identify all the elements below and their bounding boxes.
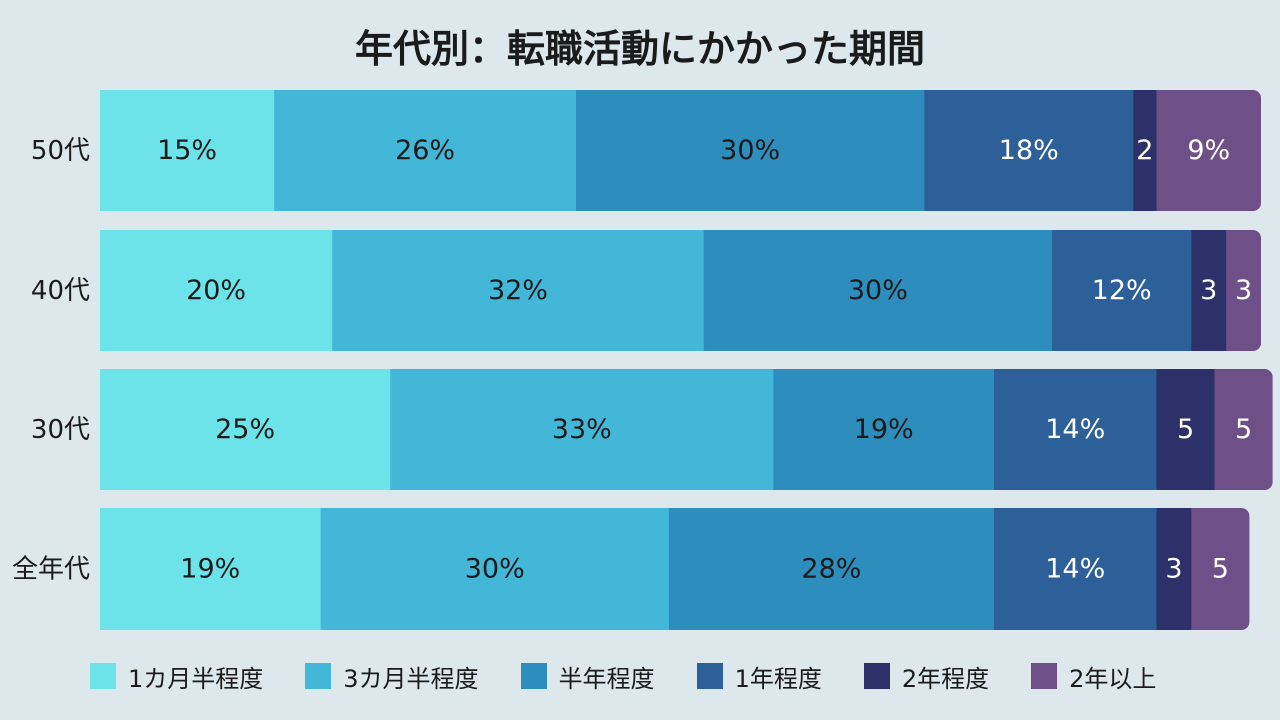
data-label-50代-1年程度: 18% [999,135,1059,166]
bar-segment-全年代-2年程度 [1156,508,1192,630]
bar-segment-30代-2年以上 [1214,369,1273,490]
bar-segment-全年代-1カ月半程度 [100,508,322,630]
bar-segment-30代-3カ月半程度 [390,369,774,490]
bar-segment-50代-1年程度 [924,90,1134,211]
data-label-30代-2年程度: 5 [1177,414,1194,445]
data-label-40代-2年程度: 3 [1200,275,1217,306]
data-label-30代-1カ月半程度: 25% [215,414,275,445]
bar-group-30代 [100,369,1273,490]
legend-item-1カ月半程度: 1カ月半程度 [90,659,263,694]
data-label-50代-3カ月半程度: 26% [395,135,455,166]
legend-label: 2年以上 [1069,664,1157,693]
legend-label: 半年程度 [558,664,655,693]
legend-swatch [863,663,890,689]
legend-item-2年以上: 2年以上 [1031,659,1156,694]
chart-title: 年代別：転職活動にかかった期間 [354,27,925,71]
bar-segment-50代-2年以上 [1156,90,1261,211]
bar-segment-40代-1年程度 [1052,230,1192,351]
bar-segment-30代-2年程度 [1156,369,1216,490]
data-label-全年代-1年程度: 14% [1045,554,1105,585]
bar-segment-40代-2年程度 [1191,230,1227,351]
bar-segment-全年代-2年以上 [1191,508,1250,630]
data-label-40代-1年程度: 12% [1092,275,1152,306]
bar-segment-50代-半年程度 [576,90,925,211]
data-label-40代-3カ月半程度: 32% [488,275,548,306]
category-label-30代: 30代 [31,415,90,445]
bar-segment-30代-半年程度 [773,369,995,490]
bar-segment-40代-3カ月半程度 [332,230,705,351]
data-label-全年代-半年程度: 28% [801,554,861,585]
legend: 1カ月半程度 3カ月半程度 半年程度 1年程度 2年程度 2年以上 [90,656,1210,696]
data-label-30代-3カ月半程度: 33% [552,414,612,445]
bar-segment-50代-3カ月半程度 [274,90,577,211]
bar-segment-全年代-1年程度 [993,508,1158,630]
legend-label: 3カ月半程度 [343,664,479,693]
legend-swatch [305,663,332,689]
legend-item-2年程度: 2年程度 [863,659,990,694]
data-label-50代-2年以上: 9% [1187,135,1230,166]
data-label-全年代-2年程度: 3 [1165,554,1182,585]
data-label-40代-1カ月半程度: 20% [186,275,246,306]
data-label-全年代-1カ月半程度: 19% [180,554,240,585]
data-label-50代-1カ月半程度: 15% [157,135,217,166]
bar-segment-全年代-半年程度 [668,508,995,630]
legend-label: 1カ月半程度 [128,664,264,693]
bar-segment-40代-1カ月半程度 [100,230,333,351]
legend-item-1年程度: 1年程度 [696,659,822,694]
bar-segment-40代-2年以上 [1226,230,1261,351]
data-label-全年代-3カ月半程度: 30% [465,554,525,585]
data-label-40代-2年以上: 3 [1235,275,1252,306]
bar-segment-40代-半年程度 [703,230,1053,351]
legend-swatch [696,663,723,689]
data-label-40代-半年程度: 30% [848,275,908,306]
bar-group-40代 [100,230,1261,351]
legend-item-3カ月半程度: 3カ月半程度 [305,659,479,694]
category-label-40代: 40代 [31,276,90,306]
data-label-50代-半年程度: 30% [720,135,780,166]
data-label-30代-1年程度: 14% [1045,414,1105,445]
data-label-30代-2年以上: 5 [1235,414,1252,445]
bar-group-50代 [100,90,1261,211]
data-label-50代-2年程度: 2 [1136,135,1153,166]
bar-segment-全年代-3カ月半程度 [320,508,670,630]
bar-segment-30代-1カ月半程度 [100,369,391,490]
legend-swatch [90,663,116,689]
bar-segment-30代-1年程度 [993,369,1158,490]
bar-segment-50代-2年程度 [1133,90,1158,211]
legend-label: 1年程度 [734,664,822,693]
legend-swatch [1031,663,1058,689]
bar-segment-50代-1カ月半程度 [100,90,275,211]
legend-label: 2年程度 [901,664,990,693]
data-label-全年代-2年以上: 5 [1212,554,1229,585]
category-label-全年代: 全年代 [12,555,90,585]
legend-swatch [520,663,547,689]
bar-group-全年代 [100,508,1250,630]
category-label-50代: 50代 [31,136,90,166]
data-label-30代-半年程度: 19% [854,414,914,445]
legend-item-半年程度: 半年程度 [520,659,655,694]
